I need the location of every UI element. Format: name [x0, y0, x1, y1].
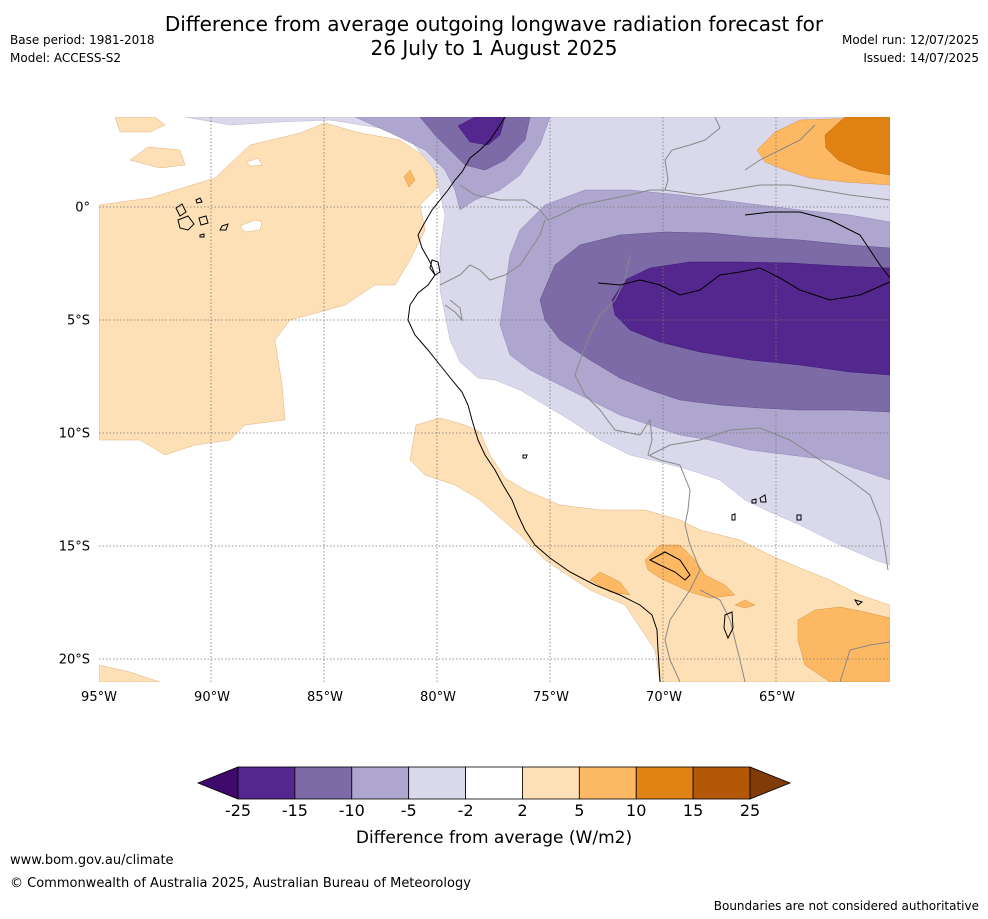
colorbar-bin	[294, 766, 353, 800]
latitude-tick-label: 5°S	[67, 313, 90, 328]
colorbar-bin	[237, 766, 296, 800]
footer-website[interactable]: www.bom.gov.au/climate	[10, 853, 174, 868]
model-name: Model: ACCESS-S2	[10, 51, 122, 65]
galapagos-islands	[175, 197, 229, 238]
colorbar-label: Difference from average (W/m2)	[356, 828, 632, 848]
colorbar-bin	[408, 766, 466, 800]
base-period: Base period: 1981-2018	[10, 33, 155, 47]
colorbar-tick-label: 15	[683, 801, 703, 820]
latitude-tick-label: 15°S	[59, 539, 90, 554]
longitude-tick-label: 80°W	[420, 690, 456, 705]
colorbar: -25 -15 -10 -5 -2 2 5 10 15 25	[196, 766, 792, 820]
colorbar-tick-label: -25	[225, 801, 251, 820]
colorbar-bin	[465, 766, 523, 800]
longitude-tick-label: 85°W	[307, 690, 343, 705]
longitude-tick-label: 70°W	[646, 690, 682, 705]
colorbar-bin	[578, 766, 637, 800]
colorbar-tick-label: -15	[282, 801, 308, 820]
latitude-tick-label: 10°S	[59, 426, 90, 441]
colorbar-tick-label: -5	[401, 801, 417, 820]
longitude-tick-label: 95°W	[81, 690, 117, 705]
olr-anomaly-positive-10-15	[824, 117, 890, 176]
map-gridlines	[99, 117, 890, 682]
colorbar-extend-max	[749, 766, 792, 800]
title-line-2: 26 July to 1 August 2025	[370, 36, 618, 60]
footer-copyright: © Commonwealth of Australia 2025, Austra…	[10, 876, 471, 891]
olr-anomaly-negative-15-25	[457, 117, 890, 376]
longitude-tick-label: 65°W	[759, 690, 795, 705]
small-lakes	[522, 454, 864, 606]
colorbar-extend-min	[196, 766, 239, 800]
latitude-tick-labels: 0° 5°S 10°S 15°S 20°S	[59, 200, 90, 667]
longitude-tick-label: 75°W	[533, 690, 569, 705]
colorbar-tick-label: 2	[517, 801, 527, 820]
map-plot-area	[99, 117, 890, 682]
colorbar-tick-label: 10	[626, 801, 646, 820]
model-run: Model run: 12/07/2025	[841, 33, 979, 47]
colorbar-bin	[692, 766, 751, 800]
title-line-1: Difference from average outgoing longwav…	[164, 12, 824, 36]
colorbar-bin	[351, 766, 410, 800]
colorbar-bin	[635, 766, 694, 800]
colorbar-tick-label: -2	[458, 801, 474, 820]
coastline	[407, 117, 890, 682]
longitude-tick-labels: 95°W 90°W 85°W 80°W 75°W 70°W 65°W	[81, 690, 795, 705]
colorbar-tick-label: 5	[574, 801, 584, 820]
issued-date: Issued: 14/07/2025	[863, 51, 979, 65]
latitude-tick-label: 0°	[75, 200, 90, 215]
longitude-tick-label: 90°W	[194, 690, 230, 705]
page-title: Difference from average outgoing longwav…	[0, 12, 988, 60]
colorbar-tick-label: -10	[339, 801, 365, 820]
footer-disclaimer: Boundaries are not considered authoritat…	[713, 899, 979, 913]
country-borders	[439, 117, 890, 682]
latitude-tick-label: 20°S	[59, 652, 90, 667]
colorbar-bin	[522, 766, 580, 800]
neutral-patches	[239, 157, 263, 233]
colorbar-tick-label: 25	[740, 801, 760, 820]
